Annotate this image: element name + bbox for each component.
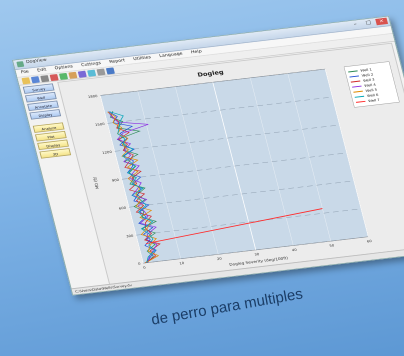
chart-title: Dogleg [197, 69, 225, 78]
series-line-well-4 [107, 111, 158, 263]
y-gridline [136, 208, 362, 236]
minimize-button[interactable]: – [353, 21, 358, 28]
chart-icon[interactable] [49, 73, 59, 82]
grid-icon[interactable] [68, 71, 78, 79]
legend-swatch [352, 85, 362, 88]
x-gridline [324, 68, 369, 237]
menu-file[interactable]: File [20, 69, 30, 75]
settings-icon[interactable] [96, 68, 106, 76]
y-tick-label: 1500 [95, 122, 105, 127]
x-tick-label: 20 [217, 257, 223, 261]
x-tick-label: 60 [367, 239, 373, 243]
legend-label: Well 6 [367, 93, 379, 98]
x-tick-label: 30 [254, 252, 260, 256]
y-tick-label: 1800 [88, 94, 98, 99]
save-icon[interactable] [30, 76, 40, 84]
export-icon[interactable] [87, 69, 97, 77]
series-lines [107, 111, 323, 264]
legend-swatch [354, 95, 365, 98]
menu-help[interactable]: Help [190, 49, 203, 55]
window-title: DogView [25, 57, 48, 65]
y-gridline [143, 236, 369, 264]
help-icon[interactable] [105, 67, 115, 75]
x-axis-label: Dogleg Severity (deg/100ft) [229, 255, 289, 266]
legend-label: Well 5 [365, 88, 377, 93]
open-icon[interactable] [21, 77, 31, 85]
y-axis-label: MD (ft) [92, 176, 101, 189]
y-gridline [128, 180, 354, 208]
legend-label: Well 3 [363, 78, 375, 83]
y-gridline [107, 96, 333, 124]
legend-label: Well 7 [368, 98, 380, 103]
series-line-well-6 [109, 111, 156, 263]
table-icon[interactable] [58, 72, 69, 81]
x-tick-label: 0 [143, 266, 146, 270]
zoom-icon[interactable] [77, 70, 87, 78]
y-gridline [114, 124, 340, 152]
y-tick-label: 1200 [102, 150, 112, 155]
y-tick-label: 300 [126, 234, 134, 238]
menu-edit[interactable]: Edit [36, 67, 47, 74]
app-icon [16, 61, 25, 68]
legend-swatch [353, 90, 363, 93]
dogleg-chart: Dogleg 010203040506003006009001200150018… [88, 61, 400, 270]
legend-box [343, 61, 400, 108]
legend-swatch [350, 80, 361, 83]
legend-label: Well 1 [360, 68, 372, 73]
legend-label: Well 2 [361, 73, 373, 78]
x-tick-label: 50 [329, 244, 335, 248]
x-tick-label: 10 [179, 261, 185, 265]
tagline-text: de perro para multiples [150, 285, 305, 329]
series-line-well-7 [145, 208, 323, 245]
print-icon[interactable] [40, 75, 50, 83]
legend-label: Well 4 [364, 83, 377, 88]
x-tick-label: 40 [292, 248, 298, 252]
grid [99, 68, 369, 264]
chart-area: Dogleg 0 10 20 30 40 50 60 0 300 600 900 1200 1500 18… [57, 42, 404, 285]
legend-swatch [349, 75, 360, 78]
y-tick-label: 0 [138, 262, 141, 266]
3d-button[interactable]: 3D [39, 148, 72, 159]
y-tick-label: 600 [119, 206, 127, 210]
legend-swatch [348, 70, 358, 73]
app-window: DogView – □ × File Edit Options Cuttings… [12, 15, 404, 296]
maximize-button[interactable]: □ [365, 19, 372, 26]
y-tick-label: 900 [111, 178, 119, 182]
close-button[interactable]: × [375, 17, 389, 26]
legend-swatch [355, 100, 366, 103]
